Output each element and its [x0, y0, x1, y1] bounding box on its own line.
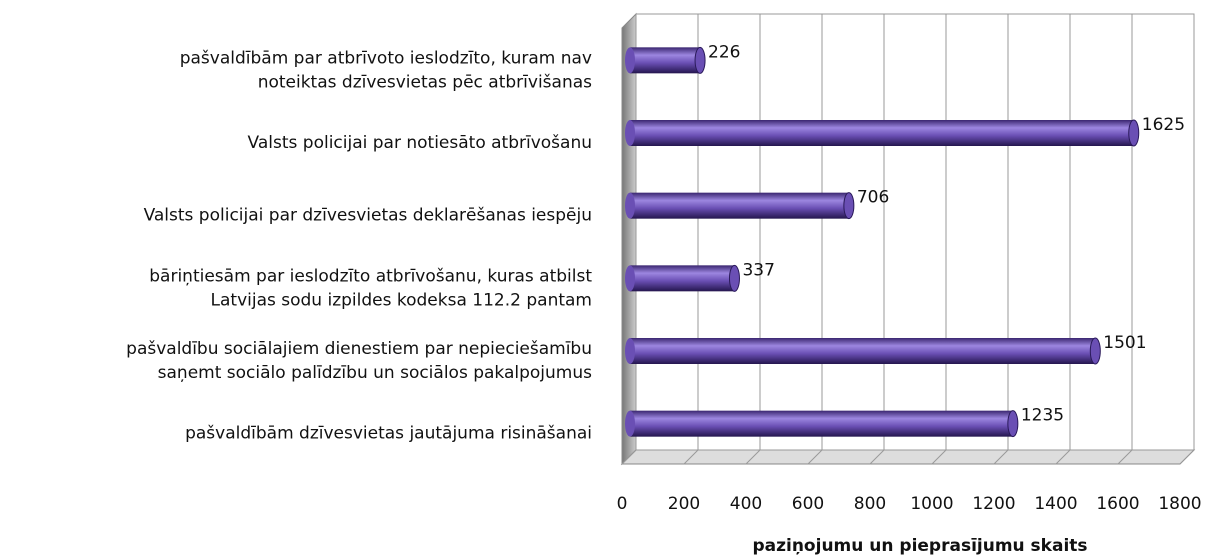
bar [625, 410, 1019, 438]
grid-line [1055, 449, 1071, 465]
value-label: 337 [742, 260, 774, 280]
y-tick-label: pašvaldībām par atbrīvoto ieslodzīto, ku… [180, 48, 592, 92]
x-tick-label: 800 [854, 494, 886, 514]
x-tick-label: 600 [792, 494, 824, 514]
grid-line [745, 449, 761, 465]
x-tick-label: 400 [730, 494, 762, 514]
x-tick-label: 1200 [972, 494, 1015, 514]
back-wall [635, 13, 1195, 451]
x-tick-label: 1400 [1034, 494, 1077, 514]
x-tick-label: 200 [668, 494, 700, 514]
y-tick-label: Valsts policijai par notiesāto atbrīvoša… [248, 133, 592, 153]
x-axis-title: paziņojumu un pieprasījumu skaits [752, 536, 1087, 556]
bar [625, 119, 1140, 147]
x-tick-label: 1000 [910, 494, 953, 514]
y-tick-label: Valsts policijai par dzīvesvietas deklar… [144, 206, 592, 226]
bar [625, 192, 855, 220]
grid-line [621, 449, 637, 465]
x-tick-label: 0 [617, 494, 628, 514]
y-tick-label: pašvaldībām dzīvesvietas jautājuma risin… [185, 424, 592, 444]
grid-line [869, 449, 885, 465]
value-label: 1501 [1103, 333, 1146, 353]
value-label: 706 [857, 188, 889, 208]
grid-line [993, 449, 1009, 465]
grid-line [931, 449, 947, 465]
grid-line [1117, 449, 1133, 465]
floor [620, 449, 1196, 465]
side-wall [621, 12, 637, 466]
value-label: 1235 [1021, 406, 1064, 426]
bar [625, 337, 1101, 365]
x-tick-label: 1800 [1158, 494, 1201, 514]
grid-line [807, 449, 823, 465]
grid-line [683, 449, 699, 465]
y-tick-label: bāriņtiesām par ieslodzīto atbrīvošanu, … [149, 266, 592, 310]
bar [625, 264, 740, 292]
grid-line [1179, 449, 1195, 465]
y-tick-label: pašvaldību sociālajiem dienestiem par ne… [126, 339, 592, 383]
value-label: 1625 [1142, 115, 1185, 135]
bar [625, 46, 706, 74]
value-label: 226 [708, 42, 740, 62]
x-tick-label: 1600 [1096, 494, 1139, 514]
